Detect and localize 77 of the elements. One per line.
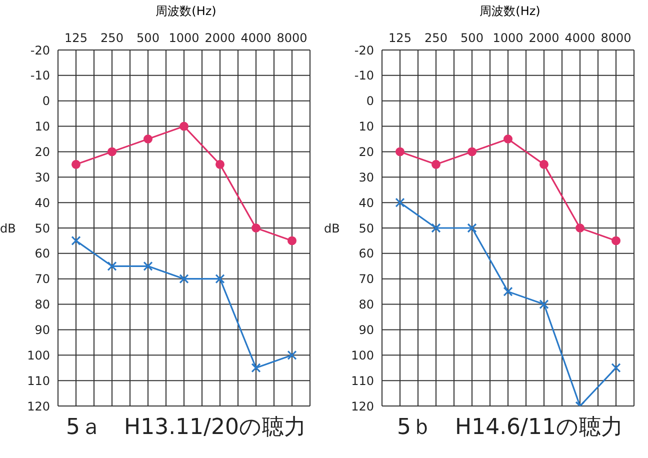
y-tick-label: 10 (358, 120, 374, 134)
y-tick-label: 120 (27, 399, 50, 414)
x-axis-title: 周波数(Hz) (154, 3, 218, 20)
y-tick-label: 90 (34, 322, 50, 337)
y-tick-label: 0 (366, 94, 374, 108)
y-tick-label: 40 (34, 196, 50, 210)
y-tick-label: 80 (34, 298, 50, 312)
point (288, 236, 296, 246)
x-tick-label: 1000 (168, 31, 200, 45)
y-tick-label: 0 (42, 94, 50, 108)
y-tick-label: 30 (358, 170, 374, 184)
point (467, 223, 477, 233)
x-tick-label: 250 (100, 31, 124, 45)
point (504, 134, 512, 144)
x-tick-label: 500 (460, 31, 484, 45)
point (143, 261, 153, 271)
y-tick-label: -20 (30, 43, 50, 58)
y-tick-label: 90 (358, 322, 374, 337)
y-tick-label: -20 (354, 43, 374, 58)
y-tick-label: -10 (354, 68, 374, 83)
point (180, 122, 188, 131)
y-tick-label: 40 (358, 196, 374, 210)
y-tick-label: 60 (34, 246, 50, 261)
y-tick-label: 110 (351, 374, 374, 388)
point (108, 147, 116, 156)
text: 5ａ H13.11/20の聴力 (65, 414, 307, 442)
y-tick-label: 110 (27, 374, 50, 388)
x-tick-label: 250 (424, 31, 448, 45)
point (215, 274, 225, 284)
point (107, 261, 117, 271)
point (503, 286, 513, 296)
point (179, 274, 189, 284)
y-axis-title: dB (0, 221, 16, 236)
point (396, 147, 404, 156)
x-tick-label: 2000 (528, 31, 560, 45)
point (611, 363, 621, 373)
point (576, 224, 584, 232)
point (251, 363, 261, 373)
x-tick-label: 4000 (564, 31, 596, 45)
x-tick-label: 1000 (492, 31, 524, 45)
y-tick-label: 20 (358, 144, 374, 159)
x-tick-label: 500 (136, 31, 160, 45)
point (144, 134, 152, 144)
point (468, 147, 476, 156)
y-tick-label: 100 (351, 348, 374, 362)
y-axis-title: dB (324, 221, 340, 236)
y-tick-label: 70 (34, 272, 50, 286)
point (432, 160, 440, 169)
x-tick-label: 2000 (204, 31, 236, 45)
y-tick-label: 50 (358, 221, 374, 236)
point (72, 160, 80, 169)
y-tick-label: 100 (27, 348, 50, 362)
point (71, 236, 81, 246)
x-tick-label: 8000 (600, 31, 632, 45)
text: 5ｂ H14.6/11の聴力 (396, 414, 624, 442)
y-tick-label: 120 (351, 399, 374, 414)
point (395, 198, 405, 208)
y-tick-label: 50 (34, 221, 50, 236)
point (612, 236, 620, 246)
point (252, 224, 260, 232)
point (540, 160, 548, 169)
y-tick-label: -10 (30, 68, 50, 83)
y-tick-label: 20 (34, 144, 50, 159)
x-tick-label: 125 (388, 31, 412, 45)
point (287, 350, 297, 360)
y-tick-label: 10 (34, 120, 50, 134)
x-tick-label: 8000 (276, 31, 308, 45)
y-tick-label: 30 (34, 170, 50, 184)
point (216, 160, 224, 169)
x-tick-label: 125 (64, 31, 88, 45)
point (539, 299, 549, 310)
y-tick-label: 60 (358, 246, 374, 261)
x-tick-label: 4000 (240, 31, 272, 45)
x-axis-title: 周波数(Hz) (478, 3, 542, 20)
y-tick-label: 80 (358, 298, 374, 312)
y-tick-label: 70 (358, 272, 374, 286)
point (431, 223, 441, 233)
